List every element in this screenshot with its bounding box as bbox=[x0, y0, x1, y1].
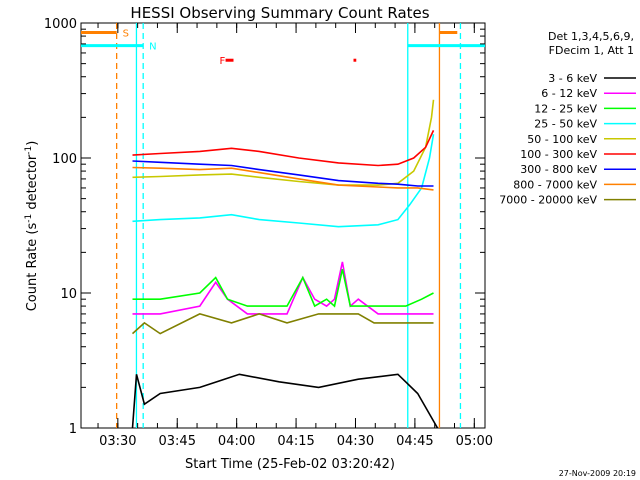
plot-frame bbox=[80, 22, 486, 429]
flag-bars: S N F bbox=[81, 29, 485, 67]
y-axis-label-sup1: -1 bbox=[24, 214, 34, 223]
y-axis-ticks: 1 10 100 1000 bbox=[44, 17, 485, 437]
flag-f-label: F bbox=[219, 56, 225, 67]
flag-n-label: N bbox=[149, 42, 156, 53]
x-axis-label: Start Time (25-Feb-02 03:20:42) bbox=[185, 457, 395, 472]
y-tick-label: 1 bbox=[69, 422, 77, 437]
y-axis-label-mid: detector bbox=[25, 154, 40, 214]
legend-entries: 3 - 6 keV 6 - 12 keV 12 - 25 keV 25 - 50 ke… bbox=[499, 72, 636, 207]
y-tick-label: 1000 bbox=[44, 17, 77, 32]
x-tick-label: 04:15 bbox=[277, 434, 314, 449]
x-tick-label: 04:45 bbox=[396, 434, 433, 449]
x-tick-label: 04:30 bbox=[337, 434, 374, 449]
x-axis-ticks: 03:30 03:45 04:00 04:15 04:30 04:45 05:00 bbox=[97, 23, 493, 449]
legend-label-2: 12 - 25 keV bbox=[534, 102, 597, 115]
legend-label-5: 100 - 300 keV bbox=[520, 148, 597, 161]
footer-timestamp: 27-Nov-2009 20:19 bbox=[559, 469, 636, 478]
series-line-7000-20000-kev bbox=[131, 313, 434, 335]
chart-title: HESSI Observing Summary Count Rates bbox=[130, 4, 429, 22]
series-line-800-7000-kev bbox=[132, 166, 434, 191]
series-line-3-6-kev bbox=[131, 373, 439, 429]
flag-s-label: S bbox=[123, 29, 129, 40]
legend-label-0: 3 - 6 keV bbox=[548, 72, 597, 85]
series-group bbox=[131, 99, 439, 429]
legend-label-1: 6 - 12 keV bbox=[541, 87, 597, 100]
series-line-6-12-kev bbox=[132, 261, 434, 315]
legend-label-6: 300 - 800 keV bbox=[520, 163, 597, 176]
y-tick-label: 100 bbox=[52, 152, 77, 167]
y-axis-label-main: Count Rate (s bbox=[25, 223, 40, 312]
legend-label-4: 50 - 100 keV bbox=[527, 133, 597, 146]
y-axis-label-end: ) bbox=[25, 141, 40, 146]
legend-header-line-2: FDecim 1, Att 1 bbox=[549, 44, 634, 57]
legend: Det 1,3,4,5,6,9, FDecim 1, Att 1 3 - 6 k… bbox=[499, 30, 636, 207]
legend-label-3: 25 - 50 keV bbox=[534, 118, 597, 131]
y-axis-label: Count Rate (s-1 detector-1) bbox=[24, 141, 40, 312]
y-axis-label-sup2: -1 bbox=[24, 146, 34, 155]
legend-header-line-1: Det 1,3,4,5,6,9, bbox=[548, 30, 634, 43]
series-line-12-25-kev bbox=[132, 269, 434, 308]
y-tick-label: 10 bbox=[60, 287, 77, 302]
series-line-100-300-kev bbox=[132, 130, 435, 167]
x-tick-label: 04:00 bbox=[218, 434, 255, 449]
legend-label-7: 800 - 7000 keV bbox=[513, 178, 597, 191]
vertical-markers bbox=[115, 23, 462, 428]
series-line-300-800-kev bbox=[132, 160, 434, 187]
legend-label-8: 7000 - 20000 keV bbox=[499, 194, 597, 207]
x-tick-label: 05:00 bbox=[456, 434, 493, 449]
x-tick-label: 03:30 bbox=[99, 434, 136, 449]
x-tick-label: 03:45 bbox=[159, 434, 196, 449]
